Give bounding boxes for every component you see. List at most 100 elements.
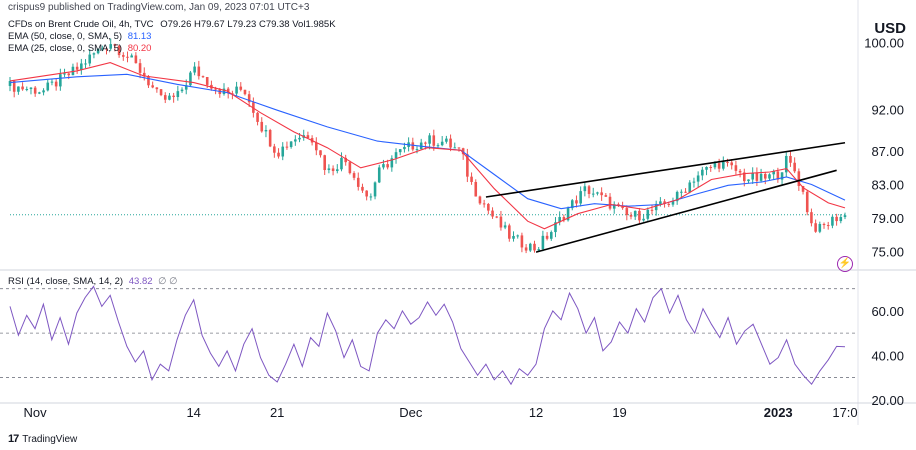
candle-body	[533, 243, 536, 251]
candle-body	[717, 163, 721, 169]
trendline-lower	[535, 169, 837, 253]
candle-body	[142, 72, 146, 77]
candle-body	[180, 89, 184, 92]
candle-body	[155, 87, 159, 90]
candle-body	[113, 44, 117, 46]
candle-body	[268, 130, 272, 147]
candle-body	[377, 167, 381, 183]
candle-body	[734, 165, 738, 171]
candle-body	[524, 247, 528, 251]
candle-body	[306, 135, 310, 139]
candle-body	[675, 191, 679, 202]
ema50-line	[9, 73, 846, 210]
candle-body	[294, 139, 297, 142]
candle-body	[109, 44, 112, 49]
candle-body	[784, 155, 788, 173]
price-tick-label: 75.00	[871, 244, 904, 259]
candle-body	[520, 235, 524, 248]
candle-body	[755, 173, 759, 181]
time-tick-label: 21	[270, 405, 284, 420]
candle-body	[105, 48, 108, 50]
candle-body	[583, 186, 587, 192]
candle-body	[126, 56, 129, 58]
lightning-icon[interactable]: ⚡	[837, 256, 853, 272]
candle-body	[163, 95, 167, 100]
price-tick-label: 83.00	[871, 177, 904, 192]
tradingview-footer[interactable]: 17 TradingView	[8, 433, 77, 445]
rsi-line	[9, 285, 846, 386]
candle-body	[67, 73, 71, 76]
candle-body	[512, 235, 515, 239]
candle-body	[436, 145, 440, 147]
candle-body	[226, 88, 230, 94]
candle-body	[63, 73, 66, 75]
candle-body	[810, 212, 813, 224]
candle-body	[751, 173, 754, 180]
candle-body	[176, 91, 180, 98]
candle-body	[327, 168, 331, 171]
time-tick-label: 12	[529, 405, 543, 420]
price-pane: 100.00 92.00 87.00 83.00 79.00 75.00	[0, 0, 916, 425]
candle-body	[193, 66, 196, 73]
ema25-label: EMA (25, close, 0, SMA, 5)	[8, 43, 123, 54]
candle-body	[205, 77, 209, 85]
ema25-value: 80.20	[127, 43, 152, 54]
candle-body	[356, 177, 360, 187]
ema25-line	[9, 62, 846, 230]
candle-body	[449, 138, 452, 148]
rsi-extra: ∅ ∅	[158, 276, 178, 287]
candle-body	[130, 55, 133, 58]
candle-body	[189, 72, 192, 86]
candle-body	[80, 63, 83, 70]
candle-body	[394, 152, 398, 159]
candle-body	[38, 92, 41, 94]
candle-body	[256, 112, 259, 122]
candle-body	[382, 164, 385, 168]
candle-body	[680, 191, 683, 193]
candle-body	[831, 216, 834, 226]
candle-body	[738, 170, 742, 173]
candle-body	[432, 135, 436, 146]
candle-body	[474, 181, 478, 197]
candle-body	[843, 215, 847, 218]
candle-body	[805, 191, 809, 213]
candle-body	[587, 186, 591, 194]
tradingview-logo-icon: 17	[8, 433, 19, 445]
candle-body	[457, 147, 461, 149]
price-tick-label: 92.00	[871, 102, 904, 117]
candle-body	[839, 217, 843, 222]
candle-body	[159, 89, 163, 96]
candle-body	[201, 76, 205, 78]
candle-body	[570, 200, 574, 209]
candle-body	[453, 147, 457, 149]
candle-body	[214, 88, 217, 90]
candle-body	[92, 53, 96, 55]
candle-body	[608, 196, 612, 209]
candle-body	[42, 90, 45, 93]
candle-body	[575, 200, 578, 204]
candle-body	[654, 203, 658, 211]
currency-label: USD	[874, 20, 906, 37]
candle-body	[478, 196, 482, 204]
candle-body	[797, 171, 801, 187]
time-tick-label: 2023	[764, 405, 793, 420]
candle-body	[172, 95, 175, 98]
candle-body	[390, 158, 394, 168]
candle-body	[344, 157, 347, 163]
candle-body	[759, 173, 763, 181]
candle-body	[134, 55, 138, 64]
candle-body	[8, 81, 12, 86]
candle-body	[696, 175, 700, 182]
candle-body	[33, 87, 37, 94]
candle-body	[705, 166, 708, 170]
candle-body	[461, 148, 465, 155]
ema50-value: 81.13	[127, 31, 152, 42]
candle-body	[709, 166, 713, 168]
rsi-pane: 60.00 40.00 20.00	[0, 285, 916, 408]
candle-body	[50, 81, 54, 83]
candle-body	[482, 203, 486, 205]
candle-body	[688, 182, 692, 193]
rsi-tick-label: 20.00	[871, 393, 904, 408]
candle-body	[277, 152, 280, 157]
